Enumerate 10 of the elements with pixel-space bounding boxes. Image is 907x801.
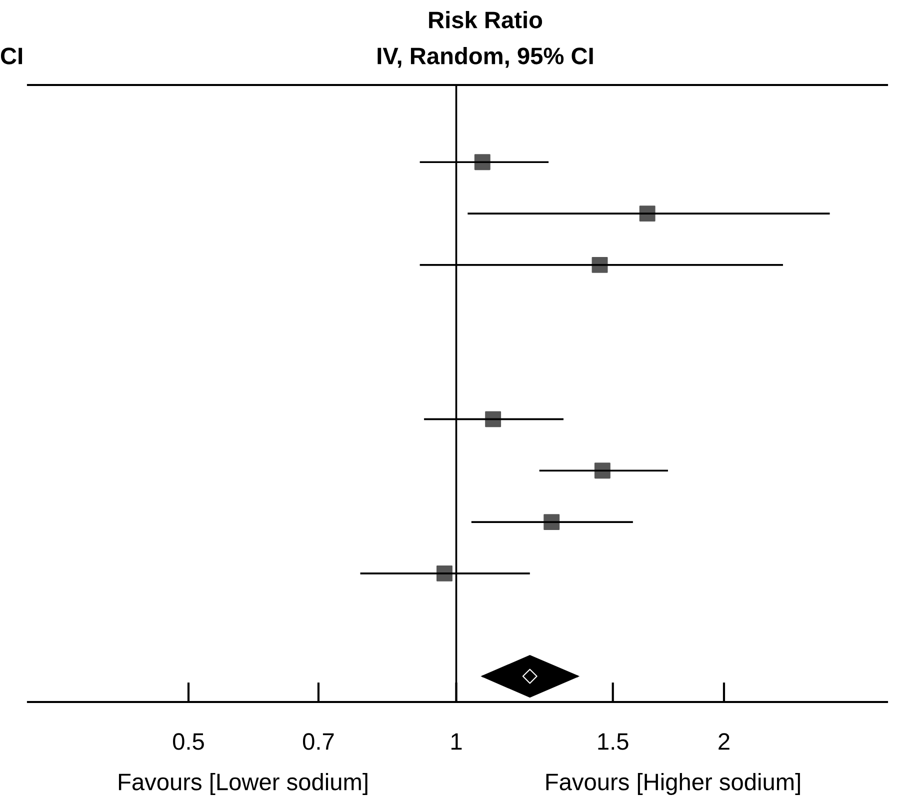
- chart-title: Risk Ratio: [429, 10, 542, 28]
- x-tick-label: 0.7: [302, 733, 334, 750]
- x-tick-label: 2: [718, 733, 730, 750]
- text: Favours [Lower sodium]: [118, 772, 368, 796]
- x-tick-label: 1: [451, 733, 462, 750]
- chart-subtitle: IV, Random, 95% CI: [378, 46, 593, 68]
- x-tick-label: 1.5: [598, 733, 628, 750]
- text: Favours [Higher sodium]: [546, 772, 800, 796]
- text: CI: [0, 48, 22, 64]
- x-tick-label: 0.5: [173, 733, 204, 750]
